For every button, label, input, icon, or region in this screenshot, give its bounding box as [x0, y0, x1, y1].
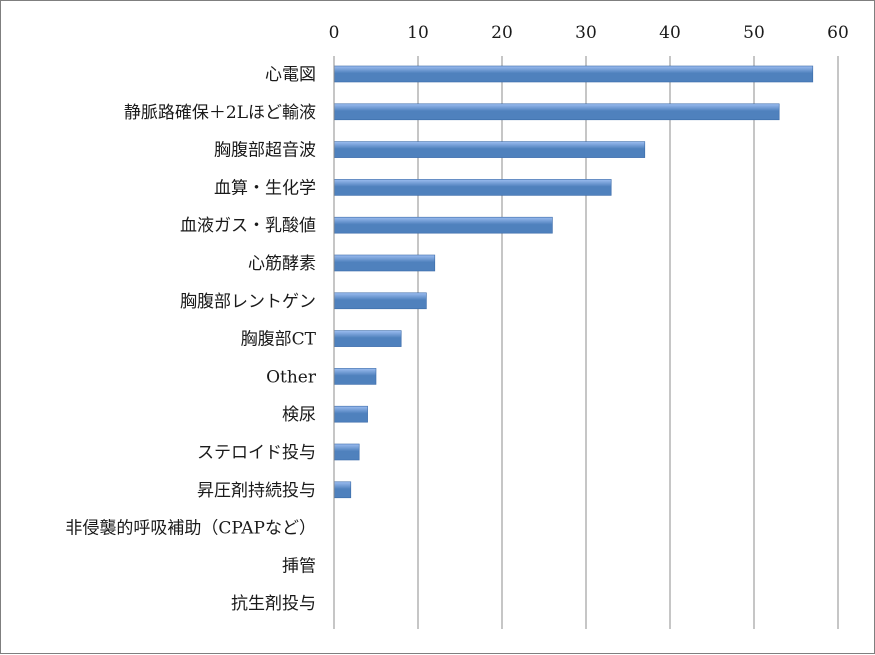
- category-label: 検尿: [282, 405, 316, 425]
- bar: [333, 141, 646, 158]
- x-tick-label: 20: [491, 23, 513, 43]
- category-label: 心筋酵素: [248, 254, 316, 274]
- category-label: 抗生剤投与: [231, 594, 316, 614]
- bar-series: [333, 65, 814, 499]
- bar: [333, 481, 352, 499]
- category-label: 挿管: [282, 556, 316, 576]
- x-tick-label: 0: [329, 23, 340, 43]
- category-label: 静脈路確保＋2Lほど輸液: [124, 103, 316, 123]
- x-tick-label: 60: [827, 23, 849, 43]
- bar: [333, 216, 553, 234]
- bar: [333, 65, 814, 83]
- category-label: 心電図: [265, 65, 316, 85]
- bar: [333, 179, 612, 196]
- category-labels: 心電図静脈路確保＋2Lほど輸液胸腹部超音波血算・生化学血液ガス・乳酸値心筋酵素胸…: [65, 65, 316, 614]
- category-label: 胸腹部CT: [241, 330, 317, 350]
- x-axis-ticks: 0 10 20 30 40 50 60: [329, 23, 849, 43]
- bar: [333, 368, 377, 385]
- x-tick-label: 50: [743, 23, 765, 43]
- category-label: 血液ガス・乳酸値: [180, 216, 316, 236]
- bar: [333, 292, 427, 310]
- bar: [333, 443, 360, 461]
- x-tick-label: 30: [575, 23, 597, 43]
- category-label: Other: [266, 367, 317, 387]
- bar: [333, 405, 368, 423]
- bar: [333, 103, 780, 121]
- category-label: 胸腹部レントゲン: [180, 292, 316, 312]
- x-tick-label: 40: [659, 23, 681, 43]
- x-tick-label: 10: [407, 23, 429, 43]
- category-label: ステロイド投与: [197, 443, 316, 463]
- category-label: 非侵襲的呼吸補助（CPAPなど）: [65, 519, 316, 539]
- category-label: 胸腹部超音波: [214, 141, 316, 161]
- bar: [333, 254, 436, 272]
- category-label: 血算・生化学: [214, 178, 316, 198]
- category-label: 昇圧剤持続投与: [197, 481, 316, 501]
- bar: [333, 330, 402, 347]
